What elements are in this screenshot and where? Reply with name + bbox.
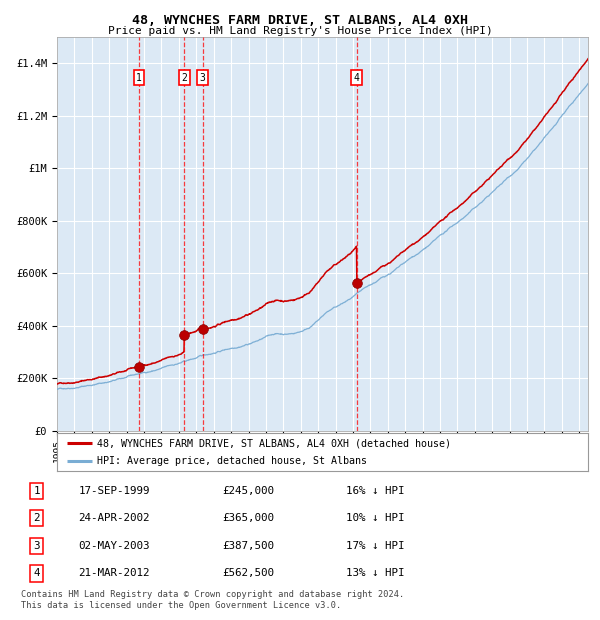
Text: 24-APR-2002: 24-APR-2002	[78, 513, 150, 523]
Text: 2: 2	[34, 513, 40, 523]
Text: 17% ↓ HPI: 17% ↓ HPI	[346, 541, 404, 551]
Text: This data is licensed under the Open Government Licence v3.0.: This data is licensed under the Open Gov…	[21, 601, 341, 611]
Text: HPI: Average price, detached house, St Albans: HPI: Average price, detached house, St A…	[97, 456, 367, 466]
Text: 3: 3	[34, 541, 40, 551]
Text: £387,500: £387,500	[222, 541, 274, 551]
Text: 4: 4	[354, 73, 360, 83]
Text: 10% ↓ HPI: 10% ↓ HPI	[346, 513, 404, 523]
Text: 4: 4	[34, 569, 40, 578]
Text: 1: 1	[34, 485, 40, 495]
Text: Contains HM Land Registry data © Crown copyright and database right 2024.: Contains HM Land Registry data © Crown c…	[21, 590, 404, 600]
Text: £365,000: £365,000	[222, 513, 274, 523]
Text: 48, WYNCHES FARM DRIVE, ST ALBANS, AL4 0XH (detached house): 48, WYNCHES FARM DRIVE, ST ALBANS, AL4 0…	[97, 438, 451, 448]
Text: 48, WYNCHES FARM DRIVE, ST ALBANS, AL4 0XH: 48, WYNCHES FARM DRIVE, ST ALBANS, AL4 0…	[132, 14, 468, 27]
Text: 16% ↓ HPI: 16% ↓ HPI	[346, 485, 404, 495]
Text: 21-MAR-2012: 21-MAR-2012	[78, 569, 150, 578]
Text: £245,000: £245,000	[222, 485, 274, 495]
Text: 2: 2	[181, 73, 187, 83]
Text: £562,500: £562,500	[222, 569, 274, 578]
Text: Price paid vs. HM Land Registry's House Price Index (HPI): Price paid vs. HM Land Registry's House …	[107, 26, 493, 36]
Text: 02-MAY-2003: 02-MAY-2003	[78, 541, 150, 551]
Text: 3: 3	[200, 73, 206, 83]
Text: 17-SEP-1999: 17-SEP-1999	[78, 485, 150, 495]
Text: 1: 1	[136, 73, 142, 83]
Text: 13% ↓ HPI: 13% ↓ HPI	[346, 569, 404, 578]
